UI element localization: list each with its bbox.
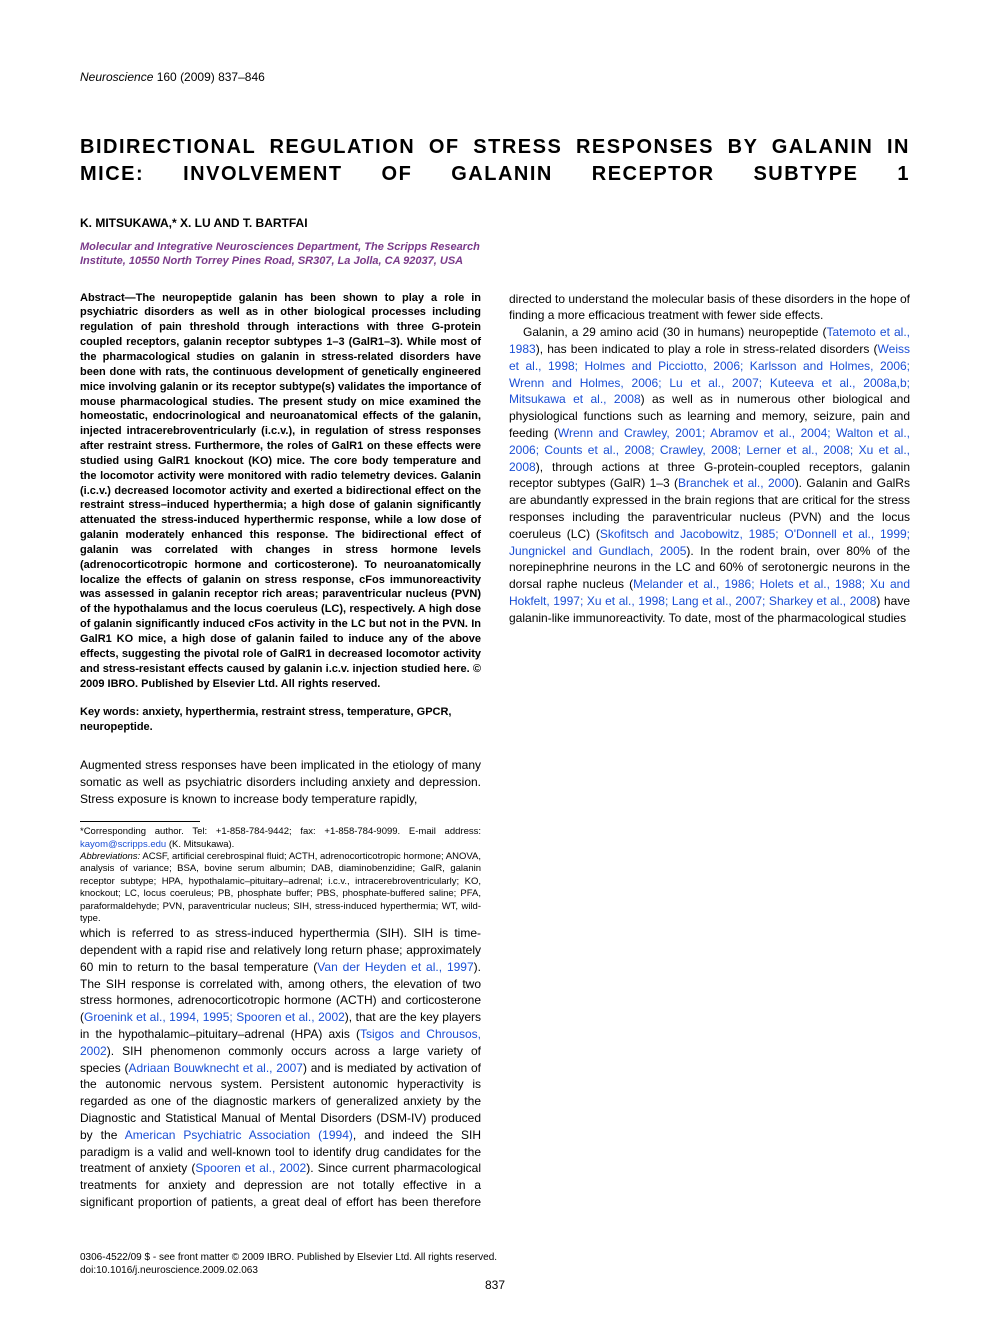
abstract-text: Abstract—The neuropeptide galanin has be… xyxy=(80,291,481,692)
page-number: 837 xyxy=(0,1278,990,1292)
citation-link[interactable]: Groenink et al., 1994, 1995; Spooren et … xyxy=(84,1010,345,1024)
author-affiliation: Molecular and Integrative Neurosciences … xyxy=(80,240,480,269)
keywords-text: Key words: anxiety, hyperthermia, restra… xyxy=(80,705,481,735)
intro-paragraph-1: Augmented stress responses have been imp… xyxy=(80,757,481,807)
journal-header: Neuroscience 160 (2009) 837–846 xyxy=(80,70,910,84)
footnote-email[interactable]: kayom@scripps.edu xyxy=(80,839,166,850)
citation-link[interactable]: Spooren et al., 2002 xyxy=(195,1161,306,1175)
copyright-block: 0306-4522/09 $ - see front matter © 2009… xyxy=(80,1251,910,1277)
journal-name: Neuroscience xyxy=(80,70,153,84)
citation-link[interactable]: Van der Heyden et al., 1997 xyxy=(317,960,473,974)
two-column-body: Abstract—The neuropeptide galanin has be… xyxy=(80,291,910,1241)
corresponding-author-footnote: *Corresponding author. Tel: +1-858-784-9… xyxy=(80,826,481,851)
citation-link[interactable]: American Psychiatric Association (1994) xyxy=(125,1128,353,1142)
citation-link[interactable]: Branchek et al., 2000 xyxy=(678,476,795,490)
author-list: K. MITSUKAWA,* X. LU AND T. BARTFAI xyxy=(80,216,910,230)
doi-line: doi:10.1016/j.neuroscience.2009.02.063 xyxy=(80,1264,910,1277)
abbreviations-footnote: Abbreviations: ACSF, artificial cerebros… xyxy=(80,851,481,925)
copyright-line-1: 0306-4522/09 $ - see front matter © 2009… xyxy=(80,1251,910,1264)
citation-link[interactable]: Adriaan Bouwknecht et al., 2007 xyxy=(128,1061,303,1075)
footnote-divider xyxy=(80,821,200,822)
intro-paragraph-2: Galanin, a 29 amino acid (30 in humans) … xyxy=(509,324,910,626)
journal-citation: 160 (2009) 837–846 xyxy=(153,70,264,84)
article-title: BIDIRECTIONAL REGULATION OF STRESS RESPO… xyxy=(80,134,910,188)
